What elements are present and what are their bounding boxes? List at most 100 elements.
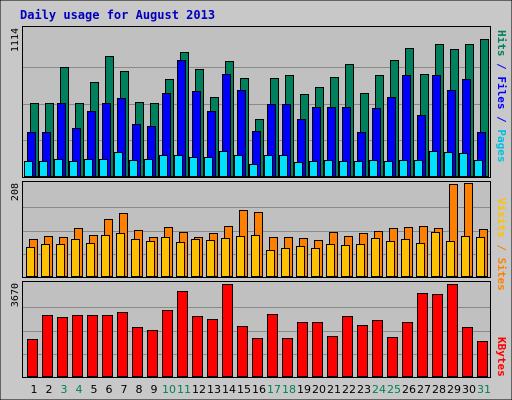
pages-bar-day-5	[84, 159, 93, 177]
day-label-27: 27	[417, 383, 431, 396]
sites-bar-day-17	[266, 250, 275, 277]
sites-bar-day-29	[446, 241, 455, 277]
day-label-26: 26	[402, 383, 416, 396]
day-label-5: 5	[91, 383, 98, 396]
kbytes-bar-day-21	[327, 336, 338, 377]
day-label-12: 12	[192, 383, 206, 396]
pages-bar-day-23	[354, 161, 363, 177]
sites-bar-day-18	[281, 248, 290, 277]
kbytes-bar-day-14	[222, 284, 233, 377]
sites-bar-day-8	[131, 239, 140, 277]
pages-bar-day-21	[324, 160, 333, 177]
visits-legend-part-1: /	[495, 238, 508, 258]
sites-bar-day-22	[341, 245, 350, 277]
pages-bar-day-3	[54, 159, 63, 177]
day-label-20: 20	[312, 383, 326, 396]
visits-legend-part-2: Sites	[495, 258, 508, 291]
pages-bar-day-2	[39, 161, 48, 177]
kbytes-bar-day-26	[402, 322, 413, 377]
kbytes-bar-day-5	[87, 315, 98, 377]
kbytes-bar-day-13	[207, 319, 218, 377]
kbytes-panel: 3670 KBytes	[10, 281, 508, 378]
day-label-29: 29	[447, 383, 461, 396]
kbytes-bar-day-12	[192, 316, 203, 377]
day-label-1: 1	[31, 383, 38, 396]
sites-bar-day-9	[146, 241, 155, 277]
hits-legend-part-3: /	[495, 110, 508, 130]
sites-bar-day-25	[386, 241, 395, 277]
pages-bar-day-18	[279, 155, 288, 177]
pages-bar-day-14	[219, 151, 228, 177]
day-label-8: 8	[136, 383, 143, 396]
pages-bar-day-7	[114, 152, 123, 177]
sites-bar-day-3	[56, 244, 65, 277]
pages-bar-day-4	[69, 161, 78, 177]
day-label-22: 22	[342, 383, 356, 396]
sites-bar-day-7	[116, 233, 125, 277]
kbytes-bar-day-31	[477, 341, 488, 377]
day-label-31: 31	[477, 383, 491, 396]
visits-bars	[26, 183, 488, 277]
sites-bar-day-2	[41, 244, 50, 277]
visits-side-legend: Visits / Sites	[495, 198, 508, 291]
sites-bar-day-1	[26, 247, 35, 277]
sites-bar-day-21	[326, 244, 335, 277]
hits-legend-part-1: /	[495, 57, 508, 77]
pages-bar-day-25	[384, 161, 393, 177]
day-label-6: 6	[106, 383, 113, 396]
kbytes-bar-day-16	[252, 338, 263, 377]
pages-bar-day-24	[369, 160, 378, 177]
kbytes-bar-day-17	[267, 314, 278, 377]
pages-bar-day-26	[399, 160, 408, 177]
pages-bar-day-9	[144, 159, 153, 177]
kbytes-bar-day-23	[357, 325, 368, 377]
kbytes-bar-day-1	[27, 339, 38, 377]
pages-bar-day-29	[444, 152, 453, 177]
sites-bar-day-27	[416, 243, 425, 277]
pages-bar-day-19	[294, 162, 303, 177]
kbytes-bar-day-18	[282, 338, 293, 377]
kbytes-bar-day-7	[117, 312, 128, 377]
sites-bar-day-15	[236, 236, 245, 277]
sites-bar-day-30	[461, 236, 470, 277]
day-label-21: 21	[327, 383, 341, 396]
kbytes-bar-day-2	[42, 315, 53, 377]
day-tick-labels: 1 2 3 4 5 6 7 8 9 10 11 12 13 14 15 16 17 18 19 20 21 22 23 24 2…	[31, 383, 492, 396]
pages-bar-day-11	[174, 155, 183, 177]
kbytes-bar-day-24	[372, 320, 383, 377]
day-label-28: 28	[432, 383, 446, 396]
kbytes-bar-day-29	[447, 284, 458, 377]
day-label-24: 24	[372, 383, 386, 396]
day-label-16: 16	[252, 383, 266, 396]
day-label-18: 18	[282, 383, 296, 396]
day-label-25: 25	[387, 383, 401, 396]
hits-legend-part-0: Hits	[495, 30, 508, 57]
day-label-11: 11	[177, 383, 191, 396]
sites-bar-day-24	[371, 238, 380, 277]
kbytes-bar-day-4	[72, 315, 83, 377]
kbytes-bar-day-3	[57, 317, 68, 377]
pages-bar-day-31	[474, 160, 483, 177]
pages-bar-day-22	[339, 161, 348, 177]
day-label-30: 30	[462, 383, 476, 396]
day-label-23: 23	[357, 383, 371, 396]
day-label-13: 13	[207, 383, 221, 396]
hits-bars	[24, 39, 489, 177]
day-label-4: 4	[76, 383, 83, 396]
kbytes-bar-day-15	[237, 326, 248, 377]
day-label-9: 9	[151, 383, 158, 396]
hits-legend-part-2: Files	[495, 76, 508, 109]
pages-bar-day-8	[129, 160, 138, 177]
kbytes-bars	[27, 284, 488, 377]
kbytes-bar-day-19	[297, 322, 308, 377]
hits-axis-max-label: 1114	[10, 28, 21, 52]
pages-bar-day-17	[264, 155, 273, 177]
kbytes-bar-day-9	[147, 330, 158, 377]
sites-bar-day-20	[311, 248, 320, 277]
kbytes-bar-day-20	[312, 322, 323, 377]
day-label-14: 14	[222, 383, 236, 396]
kbytes-axis-max-label: 3670	[10, 283, 21, 307]
sites-bar-day-19	[296, 246, 305, 277]
kbytes-bar-day-25	[387, 337, 398, 377]
day-label-15: 15	[237, 383, 251, 396]
